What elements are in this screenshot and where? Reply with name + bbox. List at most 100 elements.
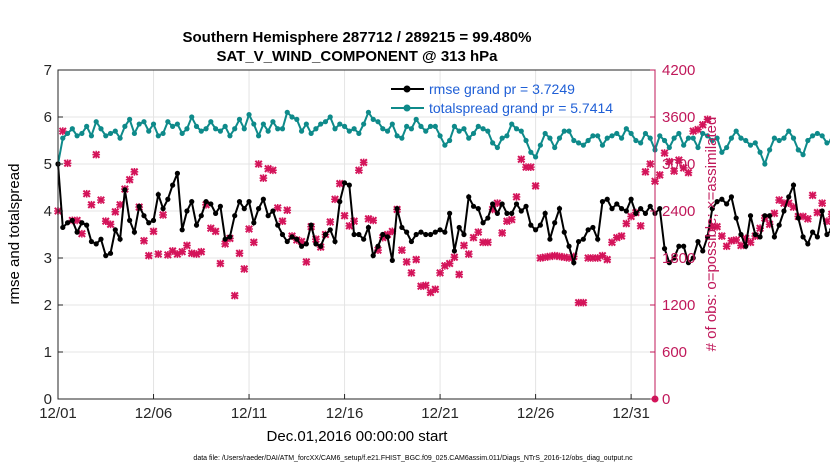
rmse-point: [318, 243, 324, 249]
obs-marker: [183, 241, 191, 250]
spread-point: [131, 130, 138, 137]
obs-marker: [407, 268, 416, 277]
spread-point: [733, 128, 739, 134]
rmse-point: [733, 215, 739, 221]
rmse-point: [552, 220, 558, 226]
spread-point: [585, 137, 591, 144]
obs-marker: [369, 216, 378, 225]
spread-point: [103, 133, 109, 139]
spread-point: [112, 128, 118, 134]
spread-point: [432, 123, 438, 129]
obs-marker: [397, 246, 406, 255]
obs-marker: [813, 208, 822, 217]
spread-point: [361, 121, 367, 127]
rmse-point: [60, 224, 66, 231]
spread-point: [695, 144, 701, 151]
rmse-point: [638, 206, 644, 212]
spread-layer: [55, 109, 830, 167]
spread-point: [647, 135, 653, 141]
obs-marker: [579, 298, 588, 307]
spread-point: [781, 135, 787, 141]
y-right-tick-label: 1200: [662, 297, 695, 314]
rmse-point: [790, 182, 797, 188]
x-tick-label: 12/06: [135, 405, 173, 422]
spread-point: [451, 123, 458, 129]
spread-point: [724, 144, 730, 151]
spread-point: [805, 137, 811, 144]
spread-point: [757, 149, 763, 155]
x-tick-label: 12/31: [612, 405, 650, 422]
obs-marker: [431, 285, 440, 294]
spread-point: [236, 116, 243, 122]
rmse-point: [308, 222, 314, 228]
rmse-point: [356, 231, 362, 238]
spread-point: [193, 123, 200, 129]
spread-point: [676, 130, 682, 137]
rmse-point: [284, 238, 290, 245]
rmse-point: [724, 201, 730, 207]
rmse-point: [217, 203, 223, 209]
spread-point: [174, 121, 180, 127]
rmse-point: [313, 241, 319, 247]
y-right-tick-label: 3600: [662, 109, 695, 126]
spread-point: [332, 126, 338, 132]
rmse-point: [203, 199, 209, 205]
rmse-point: [700, 248, 706, 254]
y-left-tick-label: 0: [44, 391, 52, 408]
spread-point: [618, 135, 625, 141]
rmse-point: [485, 215, 491, 221]
spread-point: [470, 130, 477, 137]
spread-point: [642, 130, 649, 137]
spread-point: [170, 123, 176, 129]
rmse-point: [122, 187, 128, 193]
rmse-point: [442, 229, 448, 235]
obs-marker: [655, 171, 664, 179]
obs-marker: [464, 250, 473, 258]
rmse-point: [69, 217, 75, 223]
obs-marker: [340, 211, 349, 220]
spread-point: [375, 119, 381, 125]
rmse-point: [810, 229, 816, 235]
spread-point: [790, 135, 797, 141]
rmse-point: [776, 222, 782, 228]
rmse-point: [719, 196, 725, 202]
obs-marker: [770, 209, 779, 218]
spread-point: [389, 121, 395, 127]
obs-marker: [216, 259, 225, 268]
rmse-point: [743, 243, 749, 249]
spread-point: [566, 128, 572, 134]
spread-point: [633, 137, 639, 144]
rmse-point: [341, 180, 348, 186]
rmse-point: [170, 182, 176, 188]
spread-point: [155, 133, 161, 139]
obs-marker: [665, 157, 674, 166]
spread-point: [767, 147, 773, 153]
obs-marker: [245, 225, 253, 233]
spread-point: [370, 116, 376, 122]
spread-point: [198, 128, 204, 134]
rmse-point: [494, 210, 500, 216]
obs-marker: [803, 214, 812, 223]
rmse-point: [685, 260, 692, 266]
obs-marker: [230, 291, 239, 300]
obs-marker: [331, 195, 339, 204]
spread-point: [127, 116, 133, 122]
rmse-point: [174, 170, 180, 176]
spread-point: [542, 130, 548, 137]
spread-point: [456, 128, 462, 134]
spread-point: [575, 140, 582, 146]
y-right-tick-label: 3000: [662, 156, 695, 173]
spread-point: [136, 121, 142, 127]
spread-point: [79, 130, 85, 137]
spread-point: [275, 126, 281, 132]
spread-point: [533, 154, 539, 160]
obs-marker: [326, 218, 335, 226]
spread-point: [222, 123, 228, 129]
rmse-point: [695, 238, 701, 245]
spread-point: [384, 128, 391, 134]
spread-point: [810, 133, 816, 139]
spread-point: [513, 126, 520, 132]
rmse-point: [690, 255, 696, 261]
rmse-layer: [55, 161, 830, 267]
